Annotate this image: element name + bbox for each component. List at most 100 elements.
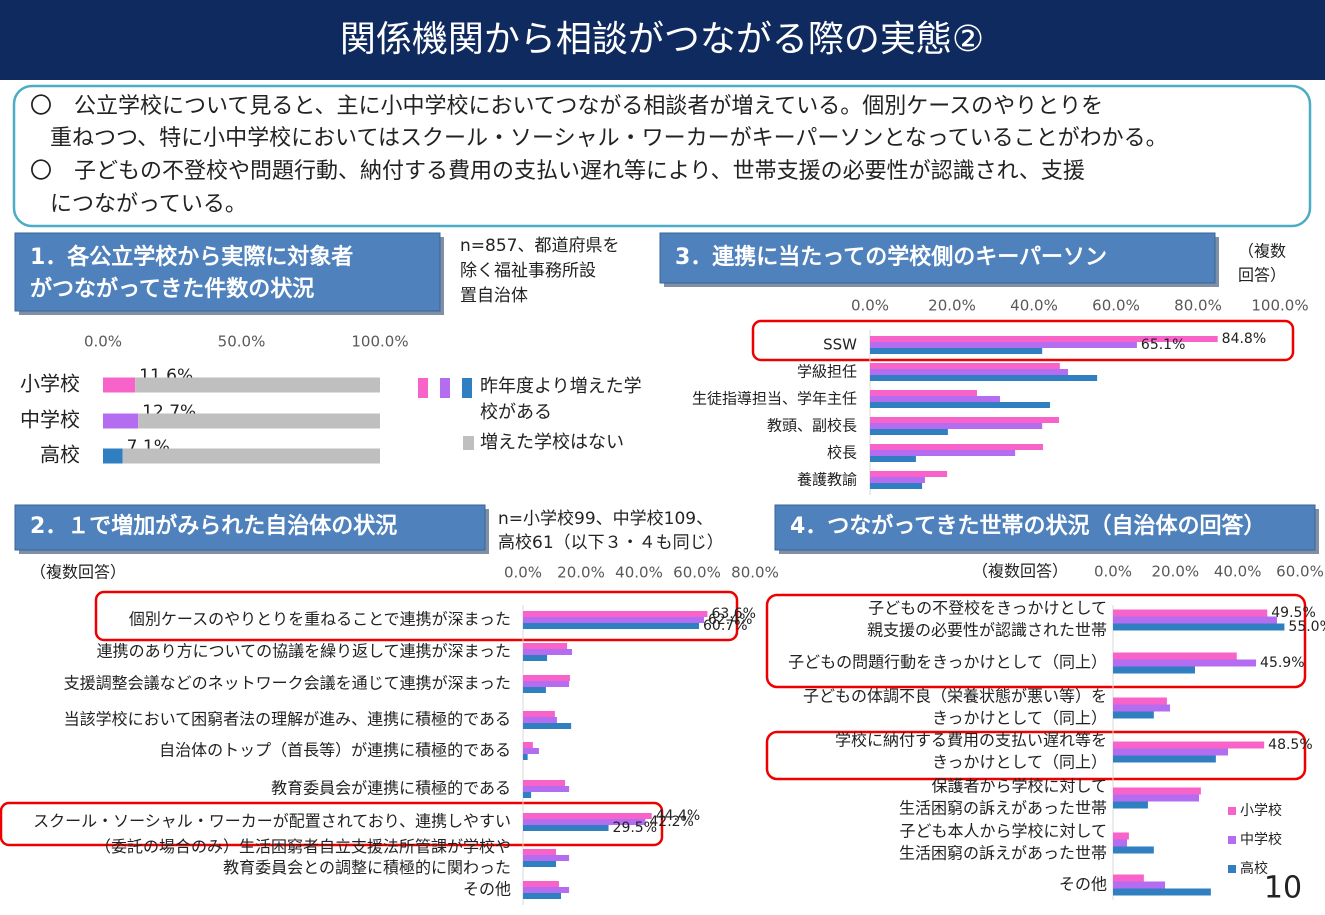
bar <box>1113 666 1195 674</box>
bar <box>122 448 381 464</box>
subtitle: （複数回答） <box>30 563 126 582</box>
x-tick-label: 60.0% <box>1276 563 1324 581</box>
bar <box>523 881 559 887</box>
bar <box>870 342 1137 348</box>
legend-swatch <box>462 378 472 398</box>
legend-swatch <box>463 436 474 450</box>
legend-swatch <box>1228 865 1236 873</box>
value-label: 60.7% <box>703 618 747 634</box>
bar <box>1113 787 1201 795</box>
x-tick-label: 40.0% <box>1214 563 1262 581</box>
x-tick-label: 0.0% <box>851 297 889 315</box>
bar <box>523 780 566 786</box>
category-label: 個別ケースのやりとりを重ねることで連携が深まった <box>129 610 511 629</box>
note: n=小学校99、中学校109、 <box>498 509 713 529</box>
bar <box>870 348 1043 354</box>
category-label: 子どもの問題行動をきっかけとして（同上） <box>788 653 1107 672</box>
value-label: 55.0% <box>1288 619 1325 635</box>
bar <box>523 717 557 723</box>
highlight <box>751 319 1295 362</box>
bar <box>523 748 539 754</box>
bar <box>1113 652 1237 660</box>
bar <box>870 483 923 489</box>
value-label: 45.9% <box>1260 655 1304 671</box>
bar <box>870 363 1060 369</box>
bar <box>138 413 380 429</box>
bar <box>523 887 570 893</box>
category-label: 教育委員会が連携に積極的である <box>271 779 511 798</box>
category-label: 生活困窮の訴えがあった世帯 <box>899 844 1107 863</box>
category-label: きっかけとして（同上） <box>932 709 1107 728</box>
summary-line: 〇 公立学校について見ると、主に小中学校においてつながる相談者が増えている。個別… <box>30 94 1103 119</box>
category-label: 保護者から学校に対して <box>931 777 1107 796</box>
highlight <box>94 590 739 642</box>
legend-label: 小学校 <box>1240 802 1282 819</box>
note: 除く福祉事務所設 <box>460 261 596 281</box>
bar <box>1113 832 1129 840</box>
bar <box>523 611 708 617</box>
category-label: 当該学校において困窮者法の理解が進み、連携に積極的である <box>64 710 511 729</box>
bar <box>870 456 916 462</box>
bar <box>1113 846 1154 854</box>
x-tick-label: 40.0% <box>615 564 663 582</box>
bar <box>523 655 548 661</box>
bar <box>523 855 570 861</box>
bar <box>1113 704 1171 712</box>
bar <box>870 417 1060 423</box>
bar <box>1113 616 1277 624</box>
bar <box>1113 623 1285 631</box>
category-label: 生活困窮の訴えがあった世帯 <box>899 799 1107 818</box>
bar <box>1113 839 1128 847</box>
category-label: 学級担任 <box>797 363 857 381</box>
bar <box>103 448 123 464</box>
x-tick-label: 20.0% <box>1152 563 1200 581</box>
panel-title: 3．連携に当たっての学校側のキーパーソン <box>675 244 1107 270</box>
slide-title: 関係機関から相談がつながる際の実態② <box>340 19 984 60</box>
bar <box>523 675 570 681</box>
category-label: 子どもの不登校をきっかけとして <box>868 599 1107 618</box>
value-label: 62.4% <box>708 612 752 628</box>
note: 高校61（以下３・４も同じ） <box>498 533 724 553</box>
summary-box <box>12 84 1312 228</box>
bar <box>523 617 704 623</box>
category-label: 校長 <box>827 444 857 462</box>
bar <box>523 742 533 748</box>
page-number: 10 <box>1264 871 1302 906</box>
category-label: SSW <box>823 336 857 354</box>
category-label: 生徒指導担当、学年主任 <box>692 390 857 408</box>
bar <box>523 643 568 649</box>
bar <box>103 377 136 393</box>
category-label: 親支援の必要性が認識された世帯 <box>867 621 1107 640</box>
category-label: 教育委員会との調整に積極的に関わった <box>223 858 511 877</box>
value-label: 48.5% <box>1268 737 1312 753</box>
category-label: （委託の場合のみ）生活困窮者自立支援法所管課が学校や <box>95 837 511 856</box>
x-tick-label: 80.0% <box>1174 297 1222 315</box>
x-tick-label: 80.0% <box>731 564 779 582</box>
bar <box>1113 711 1154 719</box>
header-band <box>0 0 1325 80</box>
bar <box>1113 697 1167 705</box>
category-label: 支援調整会議などのネットワーク会議を通じて連携が深まった <box>64 674 511 693</box>
highlight <box>765 593 1307 689</box>
panel-title: 2．１で増加がみられた自治体の状況 <box>30 513 397 539</box>
legend-swatch <box>418 378 428 398</box>
bar <box>523 723 572 729</box>
x-tick-label: 60.0% <box>673 564 721 582</box>
category-label: 養護教諭 <box>797 471 857 489</box>
value-label: 44.4% <box>656 808 700 824</box>
category-label: その他 <box>463 880 511 899</box>
legend-label: 高校 <box>1240 860 1268 877</box>
bar <box>870 369 1069 375</box>
category-label: スクール・ソーシャル・ワーカーが配置されており、連携しやすい <box>33 812 511 831</box>
subtitle: （複数 <box>1238 242 1286 261</box>
category-label: その他 <box>1059 875 1107 894</box>
panel-title: がつながってきた件数の状況 <box>30 276 314 302</box>
x-tick-label: 0.0% <box>1094 563 1132 581</box>
bar <box>870 375 1098 381</box>
value-label: 49.5% <box>1271 605 1315 621</box>
bar <box>1113 794 1200 802</box>
category-label: 小学校 <box>20 372 80 396</box>
note: 置自治体 <box>460 286 528 306</box>
x-tick-label: 20.0% <box>928 297 976 315</box>
value-label: 84.8% <box>1222 331 1266 347</box>
